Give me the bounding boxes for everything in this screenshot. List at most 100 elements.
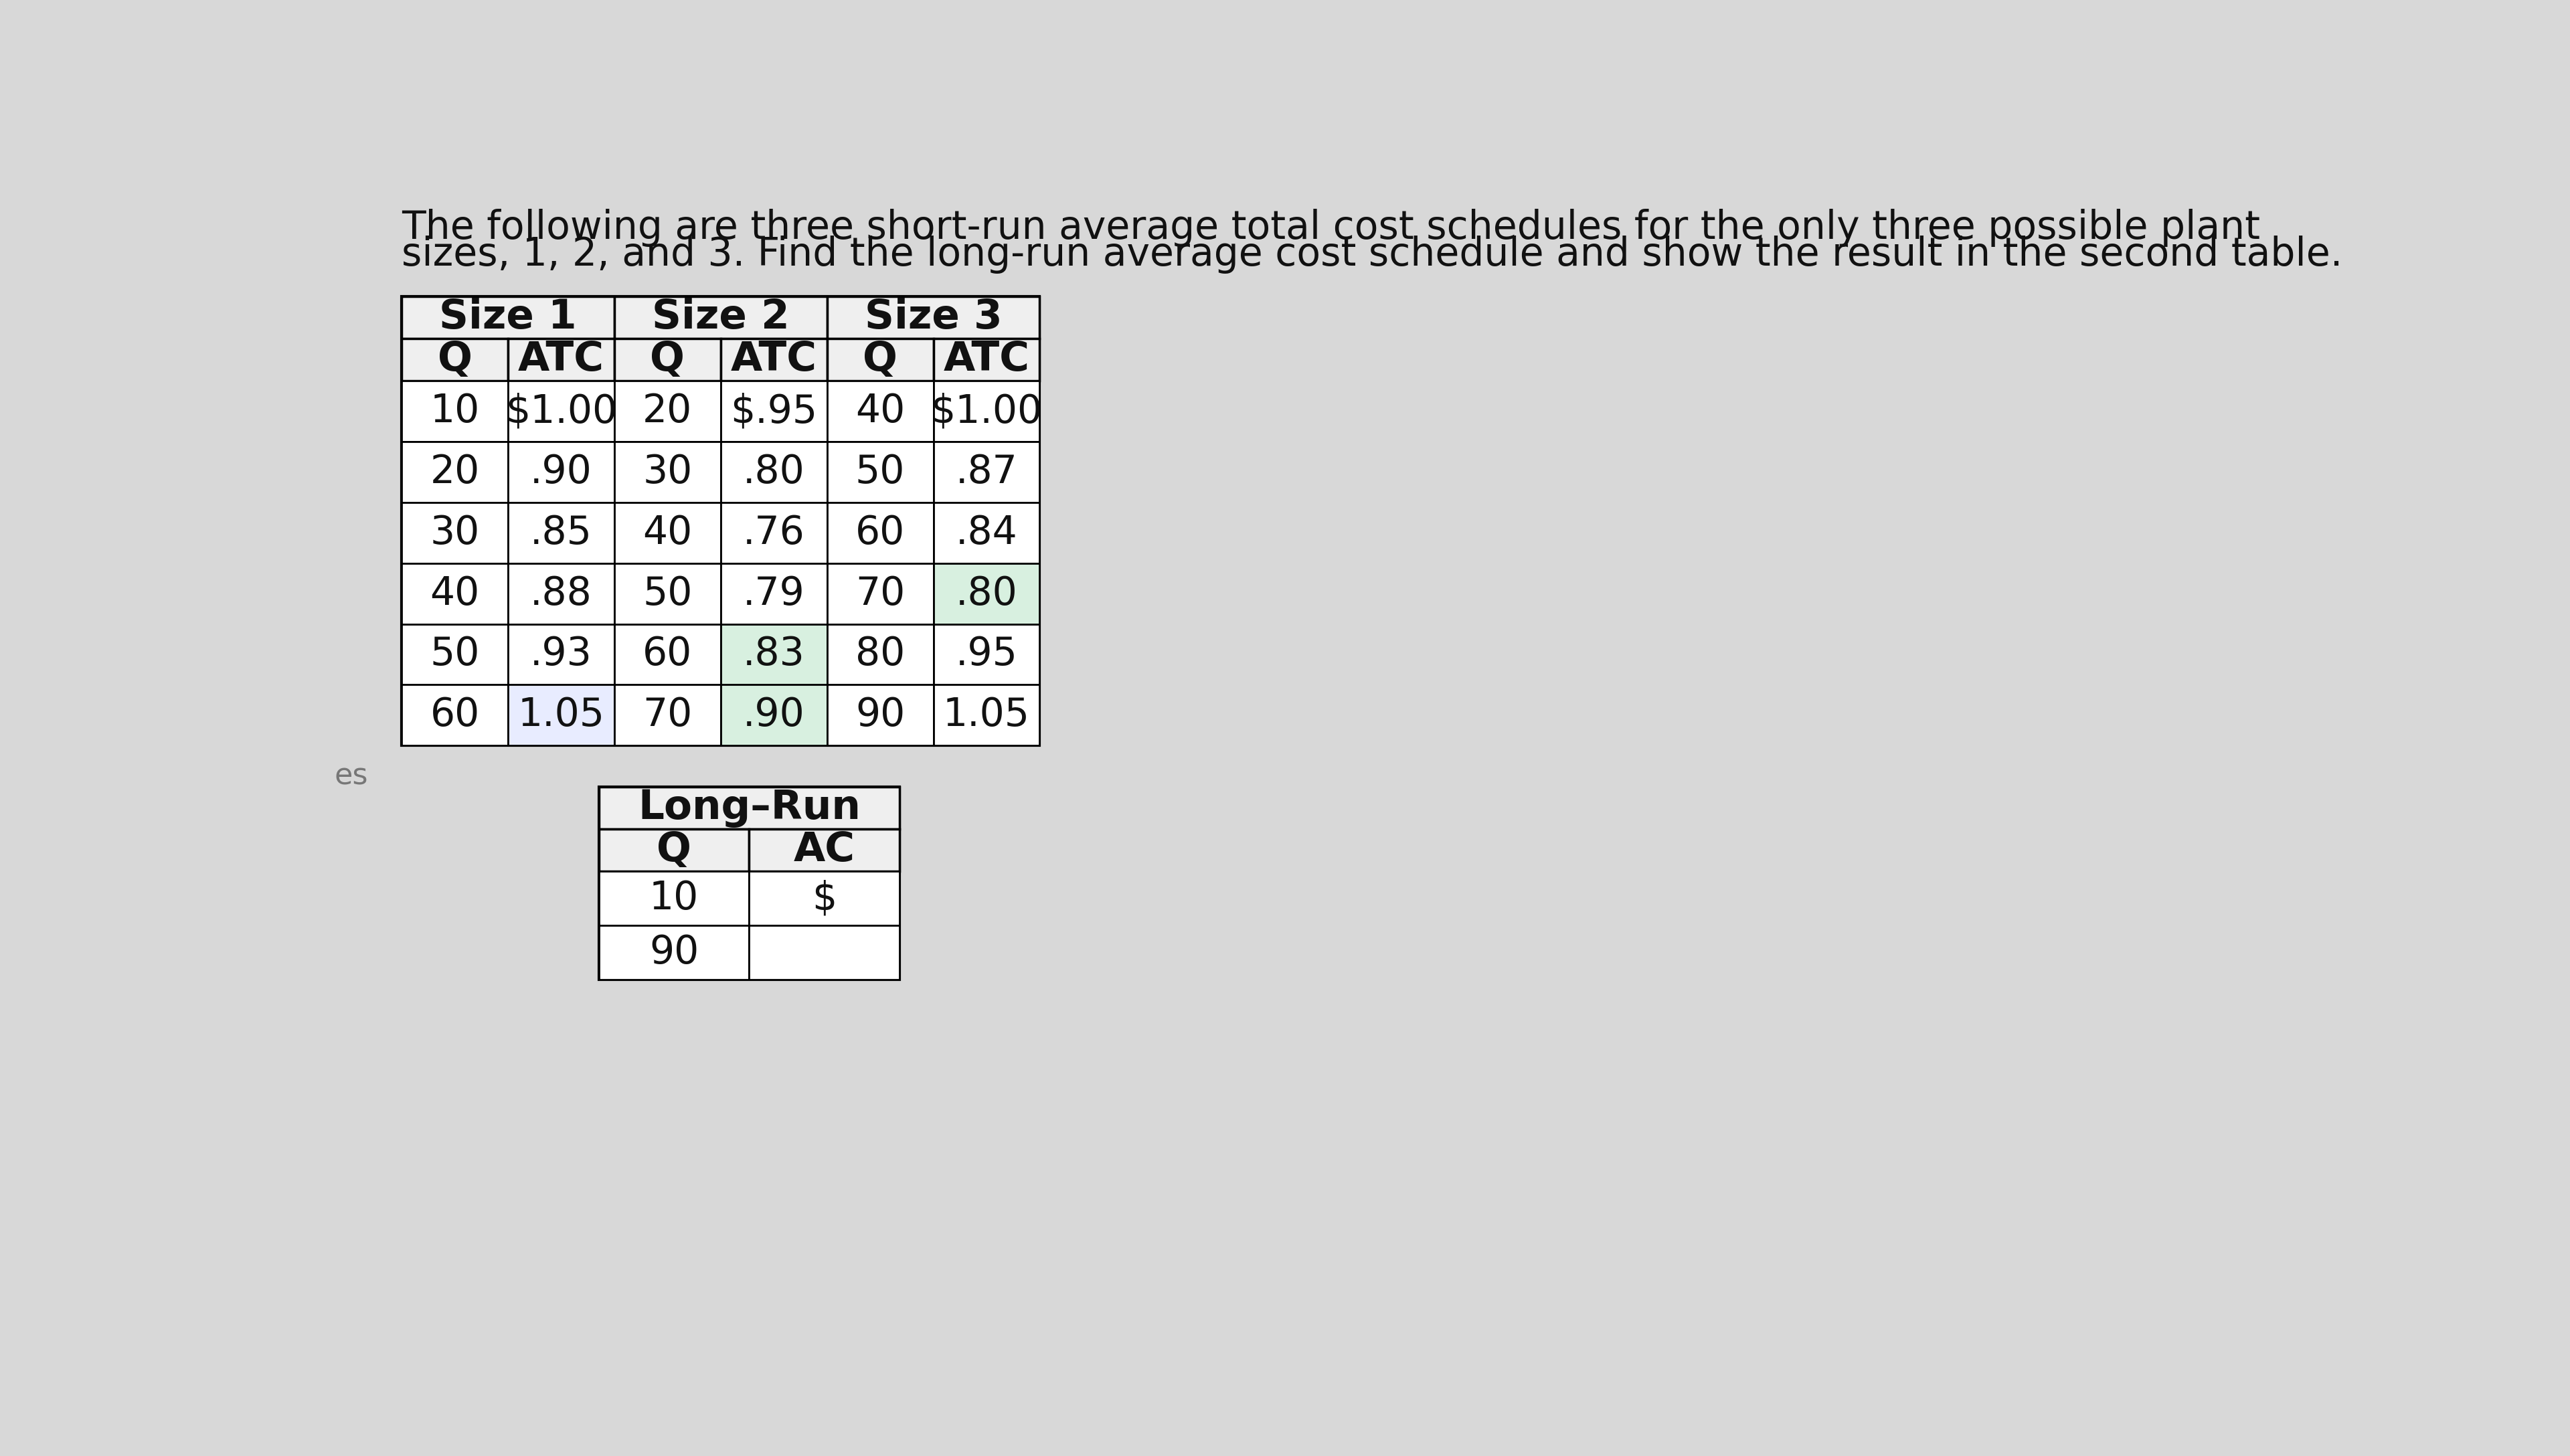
Text: Q: Q	[650, 339, 684, 380]
Bar	[750, 828, 900, 871]
Text: Q: Q	[864, 339, 897, 380]
Bar	[828, 625, 933, 684]
Text: The following are three short-run average total cost schedules for the only thre: The following are three short-run averag…	[401, 208, 2259, 248]
Bar	[614, 441, 720, 502]
Text: Q: Q	[655, 830, 691, 869]
Text: .88: .88	[529, 575, 591, 613]
Bar	[599, 926, 750, 980]
Text: .80: .80	[956, 575, 1018, 613]
Text: 40: 40	[642, 514, 691, 552]
Text: 70: 70	[642, 696, 691, 734]
Text: $1.00: $1.00	[506, 392, 617, 431]
Text: 1.05: 1.05	[943, 696, 1031, 734]
Bar	[509, 381, 614, 441]
Text: 70: 70	[856, 575, 905, 613]
Bar	[720, 381, 828, 441]
Text: es: es	[334, 761, 368, 791]
Text: AC: AC	[794, 830, 856, 869]
Bar	[750, 871, 900, 926]
Text: ATC: ATC	[730, 339, 817, 380]
Bar	[509, 339, 614, 381]
Text: Long–Run: Long–Run	[637, 788, 861, 827]
Bar	[828, 684, 933, 745]
Bar	[509, 563, 614, 625]
Bar	[599, 828, 750, 871]
Bar	[401, 441, 509, 502]
Bar	[933, 381, 1041, 441]
Bar	[720, 625, 828, 684]
Bar	[828, 381, 933, 441]
Text: 80: 80	[856, 635, 905, 674]
Bar	[614, 625, 720, 684]
Bar	[933, 441, 1041, 502]
Text: Size 3: Size 3	[864, 297, 1002, 338]
Text: Size 1: Size 1	[439, 297, 576, 338]
Bar	[401, 502, 509, 563]
Bar	[509, 441, 614, 502]
Text: 1.05: 1.05	[517, 696, 604, 734]
Text: sizes, 1, 2, and 3. Find the long-run average cost schedule and show the result : sizes, 1, 2, and 3. Find the long-run av…	[401, 236, 2344, 274]
Bar	[750, 926, 900, 980]
Bar	[720, 502, 828, 563]
Text: $: $	[812, 879, 838, 917]
Bar	[828, 297, 1041, 339]
Text: 10: 10	[650, 879, 699, 917]
Bar	[614, 684, 720, 745]
Text: .84: .84	[956, 514, 1018, 552]
Text: .76: .76	[743, 514, 804, 552]
Bar	[828, 502, 933, 563]
Text: .90: .90	[743, 696, 804, 734]
Text: 10: 10	[429, 392, 481, 431]
Bar	[509, 625, 614, 684]
Bar	[599, 786, 900, 828]
Text: .95: .95	[956, 635, 1018, 674]
Text: 50: 50	[429, 635, 481, 674]
Bar	[614, 563, 720, 625]
Bar	[933, 339, 1041, 381]
Bar	[720, 563, 828, 625]
Bar	[401, 563, 509, 625]
Bar	[401, 297, 1041, 745]
Bar	[614, 339, 720, 381]
Text: .90: .90	[529, 453, 591, 491]
Bar	[933, 502, 1041, 563]
Text: 60: 60	[856, 514, 905, 552]
Text: 20: 20	[429, 453, 481, 491]
Text: 90: 90	[650, 933, 699, 971]
Text: ATC: ATC	[519, 339, 604, 380]
Text: 20: 20	[642, 392, 691, 431]
Text: 50: 50	[642, 575, 691, 613]
Bar	[401, 381, 509, 441]
Bar	[720, 684, 828, 745]
Bar	[720, 339, 828, 381]
Bar	[828, 441, 933, 502]
Text: .85: .85	[529, 514, 591, 552]
Text: 60: 60	[642, 635, 691, 674]
Text: 60: 60	[429, 696, 481, 734]
Bar	[509, 502, 614, 563]
Bar	[401, 339, 509, 381]
Text: 30: 30	[642, 453, 691, 491]
Bar	[401, 684, 509, 745]
Bar	[401, 625, 509, 684]
Bar	[933, 684, 1041, 745]
Bar	[599, 786, 900, 980]
Bar	[614, 381, 720, 441]
Text: .93: .93	[529, 635, 591, 674]
Text: 40: 40	[856, 392, 905, 431]
Text: 40: 40	[429, 575, 481, 613]
Bar	[933, 563, 1041, 625]
Bar	[828, 563, 933, 625]
Text: $.95: $.95	[730, 392, 817, 431]
Text: 50: 50	[856, 453, 905, 491]
Text: .80: .80	[743, 453, 804, 491]
Bar	[828, 339, 933, 381]
Text: .87: .87	[956, 453, 1018, 491]
Text: Size 2: Size 2	[653, 297, 789, 338]
Bar	[509, 684, 614, 745]
Bar	[599, 871, 750, 926]
Bar	[401, 297, 614, 339]
Text: .83: .83	[743, 635, 804, 674]
Text: Q: Q	[437, 339, 473, 380]
Bar	[720, 441, 828, 502]
